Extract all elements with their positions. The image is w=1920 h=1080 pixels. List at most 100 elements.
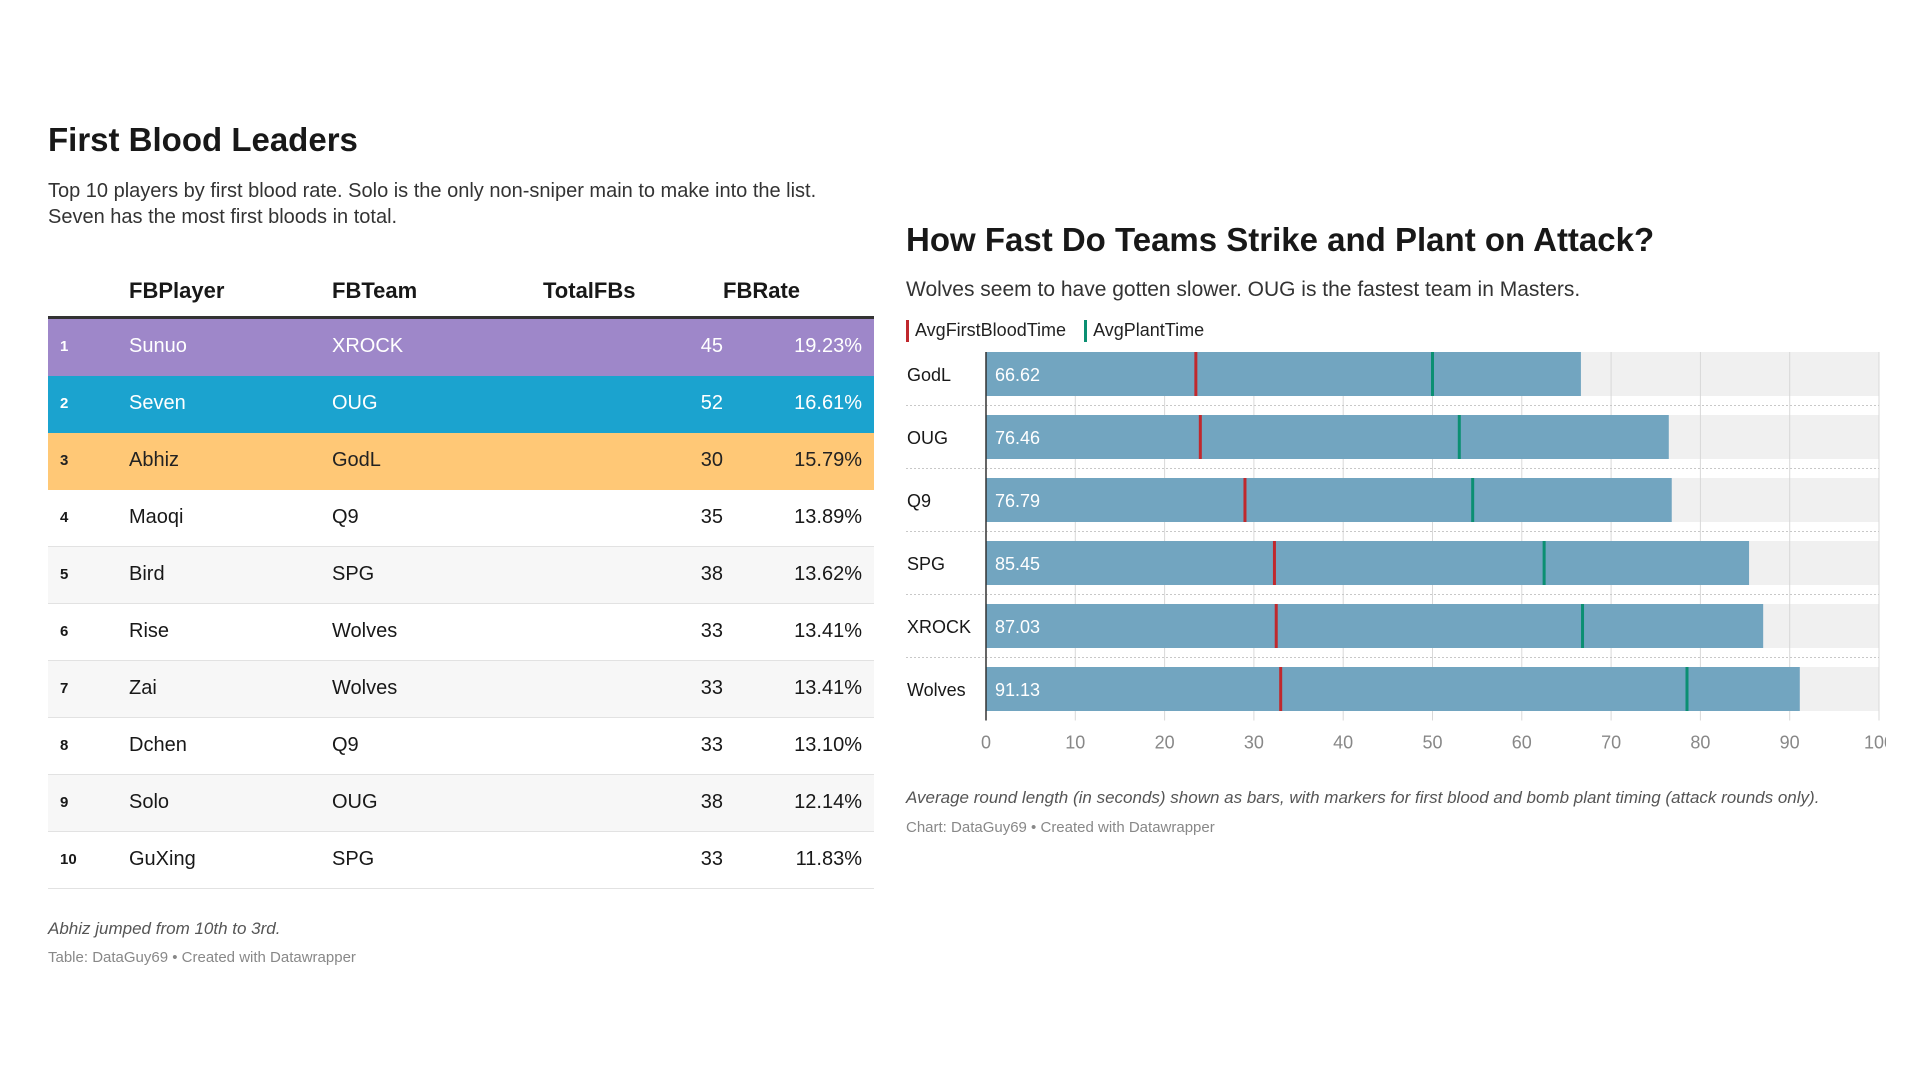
cell-rank: 7 — [48, 660, 129, 718]
table-row: 9 Solo OUG 38 12.14% — [48, 774, 874, 832]
chart-description: Wolves seem to have gotten slower. OUG i… — [906, 277, 1581, 301]
cell-team: SPG — [332, 546, 543, 604]
cell-player: Rise — [129, 603, 332, 661]
leaders-table: FBPlayer FBTeam TotalFBs FBRate 1 Sunuo XR… — [48, 265, 874, 889]
cell-total-fbs: 33 — [543, 603, 723, 661]
column-header-rank[interactable] — [48, 265, 129, 319]
category-label: SPG — [907, 554, 945, 574]
table-header-row: FBPlayer FBTeam TotalFBs FBRate — [48, 265, 874, 319]
column-header-total-fbs[interactable]: TotalFBs — [543, 265, 723, 319]
bar — [986, 603, 1764, 648]
table-body: 1 Sunuo XROCK 45 19.23% 2 Seven OUG 52 16.61% 3 Abh… — [48, 317, 874, 889]
cell-rank: 9 — [48, 774, 129, 832]
cell-fb-rate: 13.41% — [723, 660, 874, 718]
x-tick-label: 90 — [1780, 732, 1800, 752]
legend-label-first-blood: AvgFirstBloodTime — [915, 320, 1067, 341]
cell-player: Sunuo — [129, 317, 332, 376]
table-row: 6 Rise Wolves 33 13.41% — [48, 603, 874, 661]
table-source: Table: DataGuy69 • Created with Datawrap… — [48, 948, 356, 966]
cell-total-fbs: 33 — [543, 660, 723, 718]
cell-fb-rate: 15.79% — [723, 432, 874, 490]
cell-player: GuXing — [129, 831, 332, 889]
category-label: OUG — [907, 428, 948, 448]
table-panel: First Blood Leaders Top 10 players by fi… — [48, 120, 874, 966]
cell-team: SPG — [332, 831, 543, 889]
legend-label-plant: AvgPlantTime — [1093, 320, 1205, 341]
cell-fb-rate: 13.89% — [723, 489, 874, 547]
cell-fb-rate: 13.62% — [723, 546, 874, 604]
cell-total-fbs: 52 — [543, 375, 723, 433]
column-header-team[interactable]: FBTeam — [332, 265, 543, 319]
cell-fb-rate: 13.10% — [723, 717, 874, 775]
cell-total-fbs: 30 — [543, 432, 723, 490]
cell-team: Q9 — [332, 717, 543, 775]
category-label: XROCK — [907, 617, 971, 637]
column-header-player[interactable]: FBPlayer — [129, 265, 332, 319]
cell-player: Abhiz — [129, 432, 332, 490]
cell-player: Bird — [129, 546, 332, 604]
cell-rank: 6 — [48, 603, 129, 661]
data-label: 76.46 — [995, 428, 1040, 448]
data-label: 85.45 — [995, 554, 1040, 574]
x-tick-label: 100 — [1864, 732, 1886, 752]
column-header-fb-rate[interactable]: FBRate — [723, 265, 874, 319]
cell-team: OUG — [332, 375, 543, 433]
chart-title: How Fast Do Teams Strike and Plant on At… — [906, 221, 1655, 258]
x-tick-label: 0 — [981, 732, 991, 752]
cell-total-fbs: 35 — [543, 489, 723, 547]
cell-team: Q9 — [332, 489, 543, 547]
cell-total-fbs: 38 — [543, 774, 723, 832]
cell-rank: 3 — [48, 432, 129, 490]
cell-fb-rate: 12.14% — [723, 774, 874, 832]
data-label: 91.13 — [995, 680, 1040, 700]
table-row: 10 GuXing SPG 33 11.83% — [48, 831, 874, 889]
cell-player: Dchen — [129, 717, 332, 775]
category-label: GodL — [907, 365, 951, 385]
data-label: 66.62 — [995, 365, 1040, 385]
legend-item-first-blood: AvgFirstBloodTime — [906, 319, 1067, 342]
category-label: Wolves — [907, 680, 966, 700]
cell-fb-rate: 16.61% — [723, 375, 874, 433]
cell-fb-rate: 13.41% — [723, 603, 874, 661]
table-title: First Blood Leaders — [48, 121, 358, 158]
cell-fb-rate: 11.83% — [723, 831, 874, 889]
x-tick-label: 10 — [1065, 732, 1085, 752]
chart-panel: How Fast Do Teams Strike and Plant on At… — [906, 220, 1886, 836]
cell-total-fbs: 45 — [543, 317, 723, 376]
bar — [986, 540, 1750, 585]
table-row: 8 Dchen Q9 33 13.10% — [48, 717, 874, 775]
cell-rank: 5 — [48, 546, 129, 604]
cell-rank: 4 — [48, 489, 129, 547]
x-tick-label: 50 — [1422, 732, 1442, 752]
data-label: 87.03 — [995, 617, 1040, 637]
table-row: 1 Sunuo XROCK 45 19.23% — [48, 317, 874, 376]
cell-player: Seven — [129, 375, 332, 433]
x-tick-label: 30 — [1244, 732, 1264, 752]
cell-team: Wolves — [332, 660, 543, 718]
cell-player: Zai — [129, 660, 332, 718]
cell-player: Maoqi — [129, 489, 332, 547]
table-row: 5 Bird SPG 38 13.62% — [48, 546, 874, 604]
cell-rank: 10 — [48, 831, 129, 889]
cell-rank: 1 — [48, 317, 129, 376]
table-row: 3 Abhiz GodL 30 15.79% — [48, 432, 874, 490]
cell-total-fbs: 33 — [543, 831, 723, 889]
x-tick-label: 70 — [1601, 732, 1621, 752]
table-row: 4 Maoqi Q9 35 13.89% — [48, 489, 874, 547]
x-tick-label: 80 — [1690, 732, 1710, 752]
cell-total-fbs: 33 — [543, 717, 723, 775]
bar — [986, 414, 1669, 459]
legend-swatch-plant — [1084, 319, 1088, 342]
x-tick-label: 20 — [1155, 732, 1175, 752]
cell-rank: 2 — [48, 375, 129, 433]
cell-team: XROCK — [332, 317, 543, 376]
chart-legend: AvgFirstBloodTime AvgPlantTime — [906, 319, 1886, 342]
legend-swatch-first-blood — [906, 319, 909, 342]
cell-team: OUG — [332, 774, 543, 832]
cell-total-fbs: 38 — [543, 546, 723, 604]
x-tick-label: 40 — [1333, 732, 1353, 752]
table-description: Top 10 players by first blood rate. Solo… — [48, 179, 817, 228]
cell-team: Wolves — [332, 603, 543, 661]
category-label: Q9 — [907, 491, 931, 511]
legend-item-plant: AvgPlantTime — [1084, 319, 1205, 342]
